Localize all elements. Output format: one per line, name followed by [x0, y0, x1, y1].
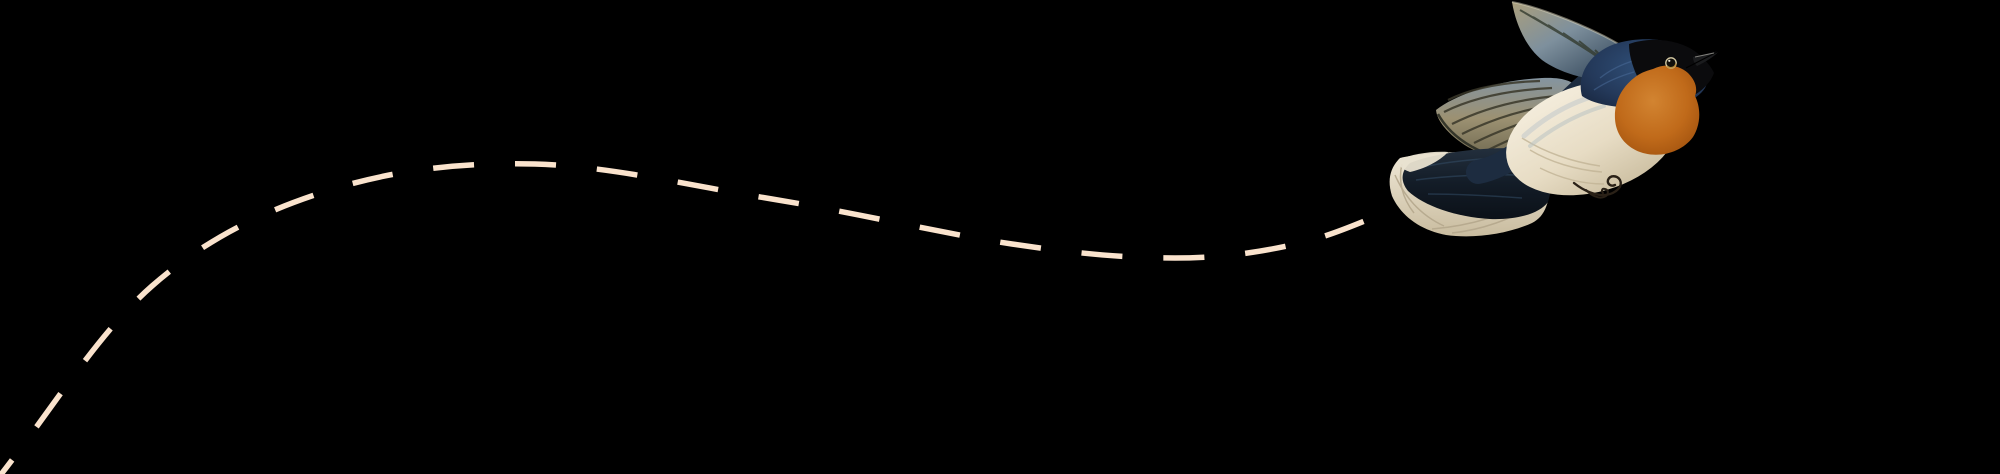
bird-feet [1572, 175, 1622, 199]
beak-gape-line [1685, 50, 1720, 69]
bird-head [1580, 39, 1720, 155]
swallow-bird-illustration [1389, 1, 1720, 237]
bird-breast-orange [1614, 65, 1700, 155]
eye-glint [1668, 59, 1671, 62]
belly-feather-lines [1521, 137, 1605, 185]
tail-white-tip [1397, 151, 1448, 172]
bird-eye [1665, 57, 1677, 69]
flight-path-dashed-line [0, 160, 1401, 474]
beak-highlight [1694, 52, 1715, 58]
